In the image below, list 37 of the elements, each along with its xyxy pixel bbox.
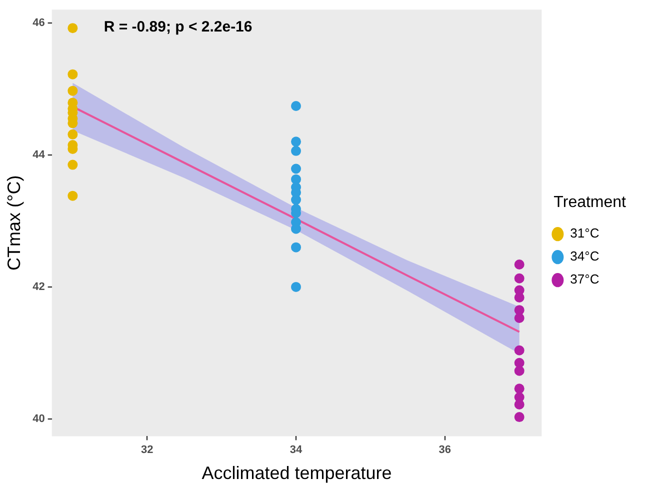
point xyxy=(291,164,302,174)
x-tick-label: 34 xyxy=(290,444,304,456)
point xyxy=(291,282,302,292)
y-tick-label: 42 xyxy=(32,280,45,293)
point xyxy=(514,400,524,410)
point xyxy=(514,412,524,422)
x-tick-label: 32 xyxy=(141,444,154,456)
point xyxy=(514,260,524,270)
point xyxy=(68,69,78,80)
annotation: R = -0.89; p < 2.2e-16 xyxy=(104,18,252,36)
point xyxy=(291,136,302,147)
y-tick-label: 46 xyxy=(32,16,45,29)
y-axis-title: CTmax (°C) xyxy=(4,175,24,270)
point xyxy=(68,86,78,96)
point xyxy=(68,160,78,170)
y-tick-label: 40 xyxy=(32,413,45,426)
point xyxy=(291,146,302,156)
point xyxy=(514,366,524,376)
point xyxy=(291,101,302,112)
point xyxy=(514,273,524,284)
legend-label: 31°C xyxy=(570,226,600,241)
point xyxy=(68,23,78,34)
point xyxy=(291,194,302,205)
point xyxy=(291,224,302,234)
x-axis-title: Acclimated temperature xyxy=(202,463,392,484)
point xyxy=(514,292,524,303)
point xyxy=(68,129,78,140)
point xyxy=(291,242,302,252)
legend-label: 34°C xyxy=(570,248,600,264)
point xyxy=(514,345,524,356)
point xyxy=(514,384,524,394)
x-tick-label: 36 xyxy=(438,444,452,456)
point xyxy=(68,190,78,201)
y-tick-label: 44 xyxy=(32,148,46,161)
legend-label: 37°C xyxy=(570,272,600,287)
point xyxy=(514,312,524,323)
legend-title: Treatment xyxy=(554,194,627,211)
